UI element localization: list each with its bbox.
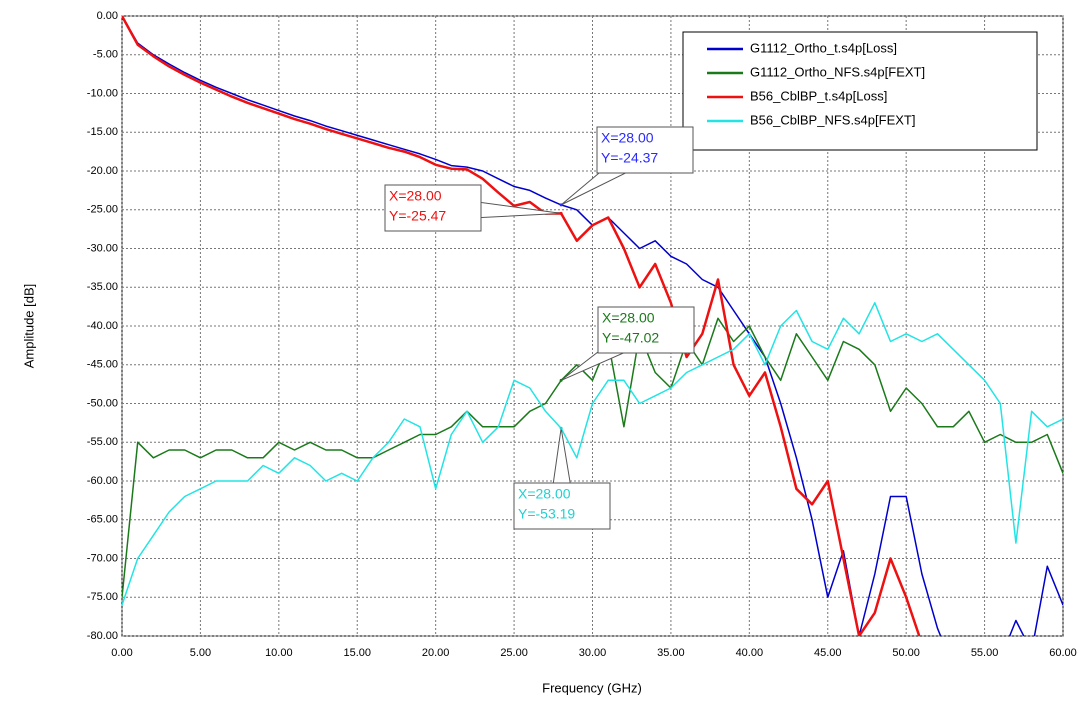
y-tick-label: -80.00 [87, 630, 118, 642]
y-tick-label: -75.00 [87, 591, 118, 603]
callout-point [559, 211, 563, 215]
callout-point [559, 203, 563, 207]
y-tick-label: -60.00 [87, 475, 118, 487]
x-tick-label: 50.00 [892, 647, 920, 659]
callout-point [559, 426, 563, 430]
x-tick-label: 45.00 [814, 647, 842, 659]
y-tick-label: -65.00 [87, 514, 118, 526]
callout-label: Y=-25.47 [389, 208, 446, 224]
series-line [122, 16, 921, 636]
series-line [122, 302, 1063, 606]
x-tick-label: 55.00 [971, 647, 999, 659]
y-axis-label: Amplitude [dB] [21, 284, 36, 369]
y-tick-label: -45.00 [87, 359, 118, 371]
callout-box [384, 184, 482, 232]
legend-label: B56_CblBP_t.s4p[Loss] [750, 88, 887, 103]
y-tick-label: -35.00 [87, 281, 118, 293]
callout-label: X=28.00 [518, 486, 571, 502]
series-line [122, 317, 1063, 598]
callout-label: X=28.00 [389, 188, 442, 204]
x-tick-label: 40.00 [736, 647, 764, 659]
x-tick-label: 30.00 [579, 647, 607, 659]
y-tick-label: -25.00 [87, 204, 118, 216]
y-tick-label: -5.00 [93, 49, 118, 61]
y-tick-label: -10.00 [87, 87, 118, 99]
callout-point [559, 378, 563, 382]
y-tick-label: -20.00 [87, 165, 118, 177]
y-tick-label: -15.00 [87, 126, 118, 138]
callout-label: X=28.00 [602, 310, 655, 326]
y-tick-label: -55.00 [87, 436, 118, 448]
legend-label: B56_CblBP_NFS.s4p[FEXT] [750, 112, 915, 127]
legend-box [682, 31, 1038, 151]
x-axis-label: Frequency (GHz) [542, 680, 642, 695]
callout-box [596, 126, 694, 174]
legend-label: G1112_Ortho_NFS.s4p[FEXT] [750, 64, 925, 79]
callout-label: Y=-47.02 [602, 330, 659, 346]
legend-label: G1112_Ortho_t.s4p[Loss] [750, 40, 897, 55]
x-tick-label: 20.00 [422, 647, 450, 659]
y-tick-label: 0.00 [97, 10, 118, 22]
y-tick-label: -50.00 [87, 397, 118, 409]
x-tick-label: 10.00 [265, 647, 293, 659]
x-tick-label: 60.00 [1049, 647, 1077, 659]
callout-label: Y=-53.19 [518, 506, 575, 522]
y-tick-label: -30.00 [87, 242, 118, 254]
y-tick-label: -40.00 [87, 320, 118, 332]
series-group [122, 16, 1063, 636]
x-tick-label: 0.00 [111, 647, 132, 659]
callout-box [513, 482, 611, 530]
x-tick-label: 35.00 [657, 647, 685, 659]
x-tick-label: 25.00 [500, 647, 528, 659]
callout-label: X=28.00 [601, 130, 654, 146]
x-tick-label: 5.00 [190, 647, 211, 659]
callout-label: Y=-24.37 [601, 150, 658, 166]
y-tick-label: -70.00 [87, 552, 118, 564]
x-tick-label: 15.00 [343, 647, 371, 659]
callout-box [597, 306, 695, 354]
